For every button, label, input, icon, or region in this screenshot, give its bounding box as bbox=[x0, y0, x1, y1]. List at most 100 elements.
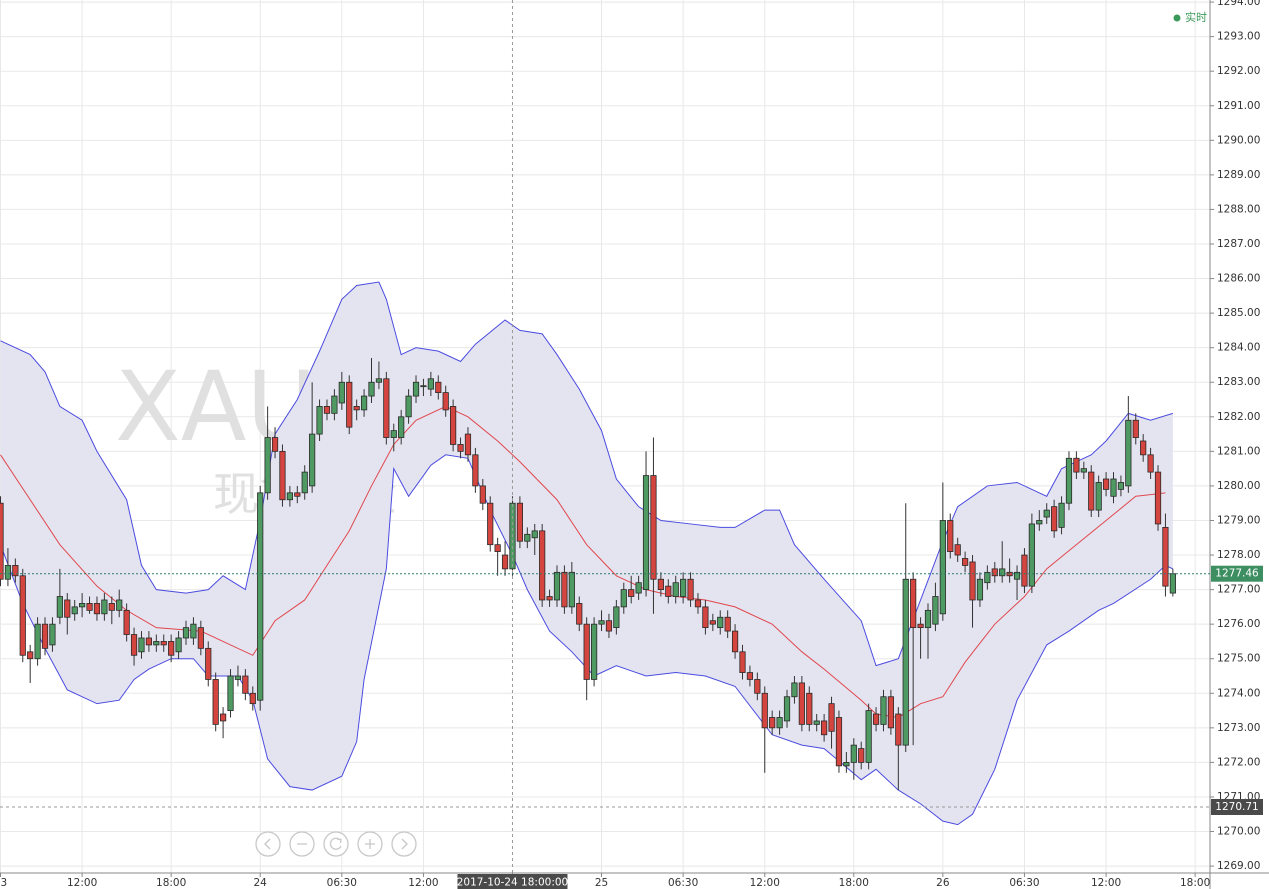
y-tick-label: 1272.00 bbox=[1217, 756, 1260, 768]
band-fill bbox=[0, 282, 1173, 825]
candle-body bbox=[583, 623, 590, 680]
y-tick-label: 1275.00 bbox=[1217, 653, 1260, 665]
candle-body bbox=[368, 381, 375, 397]
y-tick-label: 1282.00 bbox=[1217, 411, 1260, 423]
crosshair-time-label: 2017-10-24 18:00:00 bbox=[457, 877, 569, 889]
candle-body bbox=[168, 641, 175, 656]
candle-body bbox=[108, 603, 115, 611]
candle-body bbox=[479, 485, 486, 504]
candle-body bbox=[1080, 468, 1087, 473]
candle-body bbox=[628, 589, 635, 597]
x-tick-label: 18:00 bbox=[156, 877, 186, 889]
y-tick-label: 1283.00 bbox=[1217, 376, 1260, 388]
candle-body bbox=[353, 406, 360, 411]
candle-body bbox=[939, 520, 946, 615]
candle-body bbox=[947, 520, 954, 552]
scroll-left[interactable] bbox=[255, 831, 281, 857]
y-tick-label: 1284.00 bbox=[1217, 342, 1260, 354]
candle-body bbox=[27, 651, 34, 660]
y-tick-label: 1289.00 bbox=[1217, 169, 1260, 181]
crosshair-price-label: 1270.71 bbox=[1215, 801, 1258, 813]
y-tick-label: 1281.00 bbox=[1217, 445, 1260, 457]
candle-body bbox=[116, 599, 123, 611]
candle-body bbox=[954, 544, 961, 556]
candle-body bbox=[1147, 454, 1154, 473]
candle-body bbox=[19, 575, 26, 656]
candle-body bbox=[917, 623, 924, 629]
candle-body bbox=[746, 672, 754, 680]
candle-body bbox=[769, 717, 776, 729]
candle-body bbox=[1088, 471, 1095, 511]
candle-body bbox=[205, 647, 212, 680]
candle-body bbox=[991, 568, 998, 577]
candle-body bbox=[34, 623, 41, 660]
candle-body bbox=[1117, 482, 1125, 490]
candle-body bbox=[56, 596, 63, 618]
status-dot bbox=[1173, 14, 1181, 22]
candle-body bbox=[635, 582, 642, 594]
navigation bbox=[255, 831, 417, 857]
candle-body bbox=[145, 637, 152, 646]
candle-body bbox=[383, 378, 390, 438]
y-tick-label: 1287.00 bbox=[1217, 238, 1260, 250]
candle-body bbox=[620, 589, 627, 608]
x-tick-label: 23 bbox=[0, 877, 7, 889]
candle-body bbox=[754, 679, 761, 694]
crosshair-price-box bbox=[1211, 798, 1263, 815]
candle-body bbox=[212, 679, 219, 725]
candle-body bbox=[271, 437, 279, 452]
candle-body bbox=[887, 696, 895, 729]
candle-body bbox=[420, 385, 427, 388]
candle-body bbox=[190, 623, 197, 639]
y-tick-label: 1280.00 bbox=[1217, 480, 1260, 492]
candle-body bbox=[835, 717, 843, 767]
zoom-out[interactable] bbox=[289, 831, 315, 857]
band-lower bbox=[0, 454, 1174, 826]
x-tick-label: 06:30 bbox=[668, 877, 698, 889]
candle-body bbox=[1043, 509, 1050, 518]
candle-body bbox=[71, 606, 78, 615]
bollinger-bands bbox=[0, 281, 1174, 826]
x-tick-label: 18:00 bbox=[839, 877, 869, 889]
candle-body bbox=[783, 696, 791, 722]
candle-body bbox=[0, 502, 4, 580]
zoom-in[interactable] bbox=[357, 831, 383, 857]
candle-body bbox=[1125, 419, 1132, 487]
candle-body bbox=[12, 565, 19, 577]
candle-body bbox=[487, 502, 494, 546]
x-tick-label: 18:00 bbox=[1180, 877, 1210, 889]
candle-body bbox=[1073, 457, 1080, 473]
x-tick-label: 12:00 bbox=[67, 877, 97, 889]
candle-body bbox=[999, 568, 1006, 577]
y-tick-label: 1290.00 bbox=[1217, 134, 1260, 146]
candle-body bbox=[1065, 457, 1073, 504]
candle-body bbox=[761, 692, 768, 729]
scroll-right[interactable] bbox=[391, 831, 417, 857]
candle-body bbox=[1162, 526, 1169, 587]
candle-body bbox=[731, 630, 739, 653]
candle-body bbox=[962, 558, 969, 566]
reset[interactable] bbox=[323, 831, 349, 857]
x-tick-label: 12:00 bbox=[750, 877, 780, 889]
candle-body bbox=[687, 578, 694, 601]
candle-body bbox=[182, 627, 190, 639]
candle-body bbox=[576, 603, 583, 625]
y-tick-label: 1292.00 bbox=[1217, 65, 1260, 77]
candle-body bbox=[717, 616, 724, 629]
candle-body bbox=[642, 475, 650, 591]
candle-body bbox=[457, 444, 464, 452]
candle-body bbox=[932, 596, 939, 625]
candle-body bbox=[93, 603, 101, 615]
candle-body bbox=[1028, 523, 1035, 587]
y-tick-label: 1269.00 bbox=[1217, 860, 1260, 872]
y-tick-label: 1277.00 bbox=[1217, 584, 1260, 596]
candle-body bbox=[1110, 478, 1117, 497]
x-tick-label: 12:00 bbox=[1091, 877, 1121, 889]
candle-body bbox=[858, 748, 865, 763]
candle-body bbox=[969, 561, 976, 601]
y-tick-label: 1278.00 bbox=[1217, 549, 1260, 561]
band-middle bbox=[0, 405, 1166, 718]
candle-body bbox=[1058, 502, 1065, 528]
candle-body bbox=[294, 492, 301, 497]
